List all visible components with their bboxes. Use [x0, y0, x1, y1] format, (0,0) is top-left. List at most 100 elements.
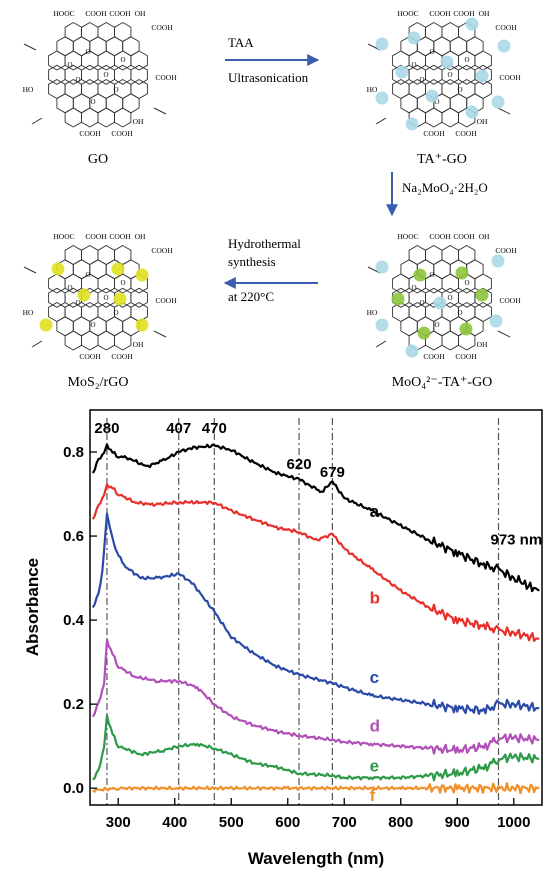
hexagon-ring: [81, 64, 99, 85]
label-go: GO: [88, 152, 108, 167]
step3-condition-line2: synthesis: [228, 254, 276, 269]
substituent-bond: [375, 117, 387, 125]
functional-group-label: OH: [133, 340, 144, 349]
y-tick-label: 0.8: [63, 444, 84, 461]
functional-group-label: COOH: [423, 129, 445, 138]
peak-label: 973 nm: [490, 531, 542, 548]
adsorbed-species-dot: [39, 318, 53, 332]
step3-condition-line3: at 220°C: [228, 289, 274, 304]
hexagon-ring: [97, 50, 115, 71]
adsorbed-species-dot: [489, 314, 503, 328]
x-axis-title: Wavelength (nm): [248, 849, 384, 868]
substituent-bond: [497, 330, 511, 338]
functional-group-label: COOH: [109, 9, 131, 18]
epoxide-o-label: O: [447, 71, 452, 79]
adsorbed-species-dot: [491, 95, 505, 109]
hexagon-ring: [130, 50, 148, 71]
functional-group-label: COOH: [155, 296, 177, 305]
epoxide-o-label: O: [75, 299, 80, 307]
hexagon-ring: [474, 287, 492, 308]
functional-group-label: COOH: [499, 296, 521, 305]
epoxide-o-label: O: [429, 48, 434, 56]
series-label-d: d: [370, 716, 380, 735]
functional-group-label: COOH: [85, 9, 107, 18]
adsorbed-species-dot: [475, 69, 489, 83]
absorbance-chart: 300 400 500 600 700 800 900 1000 0.0 0.2 0.4 0.6 0.8…: [23, 409, 543, 868]
series-line-c: [91, 512, 540, 715]
adsorbed-species-dot: [375, 318, 389, 332]
hexagon-ring: [458, 64, 476, 85]
epoxide-o-label: O: [429, 271, 434, 279]
adsorbed-species-dot: [405, 344, 419, 358]
hexagon-ring: [97, 107, 115, 128]
epoxide-o-label: O: [67, 284, 72, 292]
substituent-bond: [23, 266, 37, 274]
hexagon-ring: [458, 287, 476, 308]
hexagon-ring: [130, 64, 148, 85]
adsorbed-species-dot: [465, 105, 479, 119]
hexagon-ring: [81, 107, 99, 128]
series-label-a: a: [370, 502, 380, 521]
label-mos2-rgo: MoS₂/rGO: [68, 375, 129, 390]
functional-group-label: OH: [133, 117, 144, 126]
x-tick-label: 700: [332, 814, 357, 831]
hexagon-ring: [114, 330, 132, 351]
adsorbed-species-dot: [459, 322, 473, 336]
step1-reagent: TAA: [228, 35, 254, 50]
adsorbed-species-dot: [497, 39, 511, 53]
functional-group-label: COOH: [495, 23, 517, 32]
functional-group-label: COOH: [109, 232, 131, 241]
epoxide-o-label: O: [434, 98, 439, 106]
epoxide-o-label: O: [411, 61, 416, 69]
adsorbed-species-dot: [433, 296, 447, 310]
epoxide-o-label: O: [90, 98, 95, 106]
adsorbed-species-dot: [113, 292, 127, 306]
functional-group-label: HOOC: [397, 232, 418, 241]
x-tick-label: 400: [162, 814, 187, 831]
functional-group-label: COOH: [155, 73, 177, 82]
epoxide-o-label: O: [457, 309, 462, 317]
series-line-e: [92, 714, 540, 782]
y-tick-label: 0.4: [63, 612, 85, 629]
hexagon-ring: [441, 273, 459, 294]
functional-group-label: COOH: [79, 129, 101, 138]
functional-group-label: COOH: [151, 246, 173, 255]
functional-group-label: COOH: [455, 129, 477, 138]
hexagon-ring: [48, 50, 66, 71]
hexagon-ring: [64, 107, 82, 128]
adsorbed-species-dot: [77, 288, 91, 302]
functional-group-label: OH: [135, 9, 146, 18]
x-tick-label: 500: [219, 814, 244, 831]
epoxide-o-label: O: [85, 48, 90, 56]
functional-group-label: COOH: [111, 352, 133, 361]
series-line-d: [91, 638, 540, 755]
x-tick-label: 300: [106, 814, 131, 831]
peak-label: 407: [166, 420, 191, 437]
hexagon-ring: [474, 50, 492, 71]
epoxide-o-label: O: [103, 71, 108, 79]
functional-group-label: HO: [367, 85, 378, 94]
functional-group-label: COOH: [429, 9, 451, 18]
epoxide-o-label: O: [447, 294, 452, 302]
epoxide-o-label: O: [75, 76, 80, 84]
plot-frame: [89, 409, 543, 806]
hexagon-ring: [130, 287, 148, 308]
series-label-e: e: [370, 756, 379, 775]
functional-group-label: COOH: [429, 232, 451, 241]
epoxide-o-label: O: [113, 309, 118, 317]
y-tick-label: 0.2: [63, 696, 84, 713]
adsorbed-species-dot: [395, 65, 409, 79]
functional-group-label: COOH: [79, 352, 101, 361]
x-tick-label: 600: [275, 814, 300, 831]
epoxide-o-label: O: [411, 284, 416, 292]
x-tick-label: 900: [445, 814, 470, 831]
x-tick-label: 1000: [497, 814, 530, 831]
functional-group-label: COOH: [453, 232, 475, 241]
epoxide-o-label: O: [419, 299, 424, 307]
epoxide-o-label: O: [434, 321, 439, 329]
adsorbed-species-dot: [375, 260, 389, 274]
epoxide-o-label: O: [90, 321, 95, 329]
